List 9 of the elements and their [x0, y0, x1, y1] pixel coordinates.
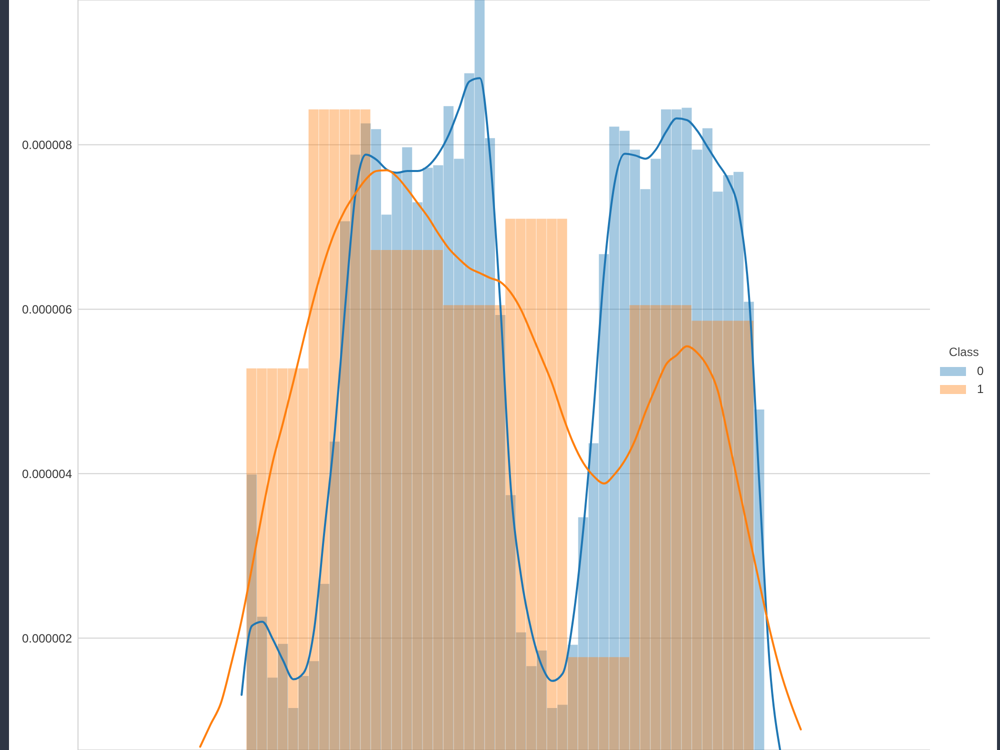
y-tick-label: 0.000004	[22, 466, 72, 481]
y-tick-label: 0.000008	[22, 138, 72, 152]
line-series	[240, 77, 782, 750]
y-tick-label: 0.000006	[22, 302, 72, 316]
y-tick-label: 0.000002	[22, 631, 72, 646]
legend-label: 0	[977, 364, 984, 378]
legend-title: Class	[948, 345, 980, 359]
legend-label: 1	[977, 382, 984, 396]
line-series	[199, 169, 802, 748]
